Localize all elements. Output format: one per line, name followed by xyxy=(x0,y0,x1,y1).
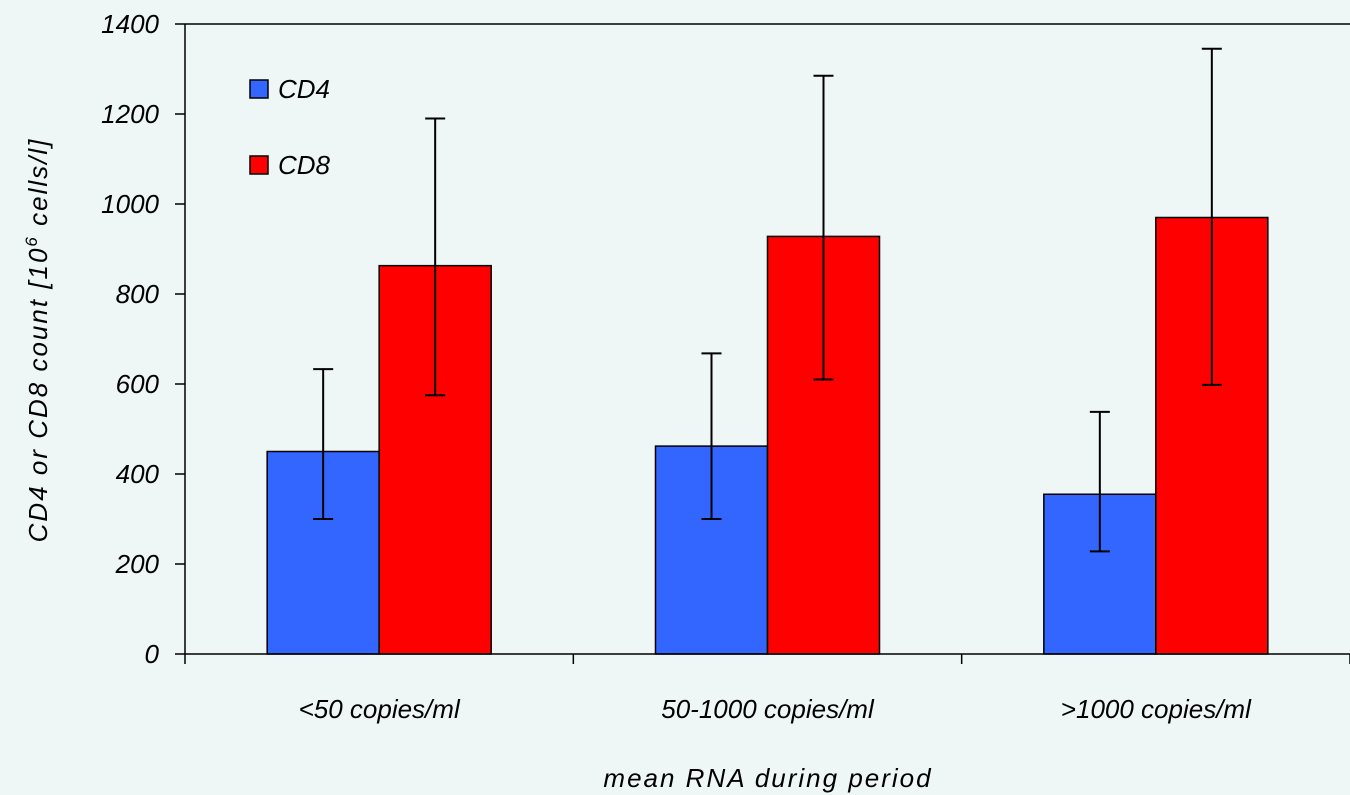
x-category-label-0: <50 copies/ml xyxy=(299,694,461,724)
y-axis-title-suffix: cells/l] xyxy=(23,138,53,235)
y-tick-label-4: 800 xyxy=(116,279,160,309)
x-category-labels: <50 copies/ml 50-1000 copies/ml >1000 copi… xyxy=(299,694,1252,724)
y-tick-label-3: 600 xyxy=(116,369,160,399)
y-tick-label-7: 1400 xyxy=(101,9,159,39)
y-tick-label-5: 1000 xyxy=(101,189,159,219)
x-axis-title: mean RNA during period xyxy=(603,763,932,793)
legend-label-cd8: CD8 xyxy=(278,150,331,180)
y-axis-title-sup: 6 xyxy=(22,235,41,246)
y-tick-label-2: 400 xyxy=(116,459,160,489)
y-axis-title-prefix: CD4 or CD8 count [10 xyxy=(23,247,53,543)
legend-label-cd4: CD4 xyxy=(278,74,330,104)
legend-swatch-cd4 xyxy=(249,79,269,99)
y-tick-label-1: 200 xyxy=(115,549,160,579)
legend: CD4 CD8 xyxy=(249,74,331,180)
x-category-label-2: >1000 copies/ml xyxy=(1061,694,1252,724)
axes-group xyxy=(175,23,1350,664)
y-axis-title: CD4 or CD8 count [106 cells/l] xyxy=(22,138,53,543)
legend-swatch-cd8 xyxy=(249,155,269,175)
x-category-label-1: 50-1000 copies/ml xyxy=(661,694,875,724)
error-bars-group xyxy=(313,47,1222,553)
y-tick-label-0: 0 xyxy=(145,639,160,669)
y-tick-labels: 0 200 400 600 800 1000 1200 1400 xyxy=(101,9,159,669)
bars-group xyxy=(266,216,1269,655)
y-tick-label-6: 1200 xyxy=(101,99,159,129)
